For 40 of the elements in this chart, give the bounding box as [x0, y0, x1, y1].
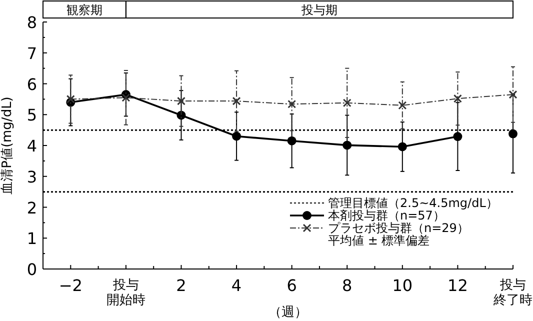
legend-label: 管理目標値（2.5~4.5mg/dL）: [328, 196, 498, 210]
x-tick-label: 12: [448, 276, 468, 295]
point: [288, 100, 296, 108]
x-tick-label: 投与終了時: [492, 278, 532, 308]
y-tick-label: 4: [26, 136, 37, 156]
x-tick-label: 2: [176, 276, 186, 295]
point: [287, 136, 296, 146]
point: [508, 90, 518, 99]
x-tick-label: 4: [231, 276, 242, 295]
x-tick-label: 8: [342, 276, 352, 295]
y-tick-label: 8: [26, 13, 37, 32]
x-tick-label: 投与開始時: [106, 278, 146, 308]
y-tick-label: 5: [26, 106, 37, 125]
point: [453, 132, 462, 142]
y-tick-label: 6: [26, 74, 37, 94]
y-tick-label: 2: [26, 198, 37, 218]
point: [508, 129, 518, 138]
x-axis-title: （週）: [268, 305, 308, 320]
x-tick-label: 6: [286, 276, 297, 295]
x-tick-label: 10: [392, 276, 413, 295]
point: [342, 140, 352, 150]
y-axis-title: 血清P値(mg/dL): [0, 96, 15, 194]
point: [232, 132, 242, 141]
point: [398, 142, 407, 152]
y-tick-label: 1: [26, 229, 37, 248]
period-header: 観察期 投与期: [42, 0, 514, 18]
point: [342, 98, 352, 108]
point: [176, 96, 186, 106]
y-tick-label: 7: [26, 44, 37, 63]
legend-label: プラセボ投与群（n=29）: [328, 221, 469, 235]
point: [398, 101, 407, 110]
point: [66, 94, 75, 104]
y-tick-label: 0: [26, 260, 37, 279]
point: [122, 93, 130, 102]
point: [232, 96, 241, 106]
annotation: 平均値 ± 標準偏差: [328, 234, 430, 248]
x-tick-label: −2: [58, 276, 82, 295]
point: [453, 94, 462, 103]
y-tick-label: 3: [26, 167, 37, 186]
legend-label: 本剤投与群（n=57）: [328, 208, 445, 222]
